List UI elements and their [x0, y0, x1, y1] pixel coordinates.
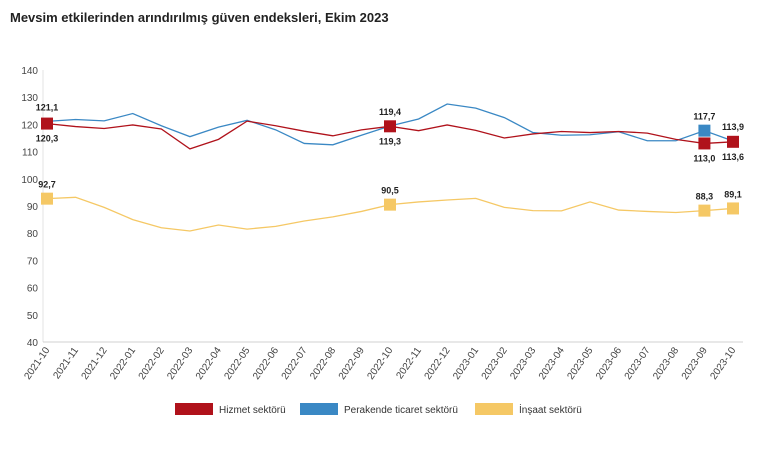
x-tick-label: 2023-06: [594, 345, 624, 382]
legend-swatch: [475, 403, 513, 415]
x-tick-label: 2021-11: [51, 345, 81, 381]
y-tick-label: 120: [21, 120, 38, 131]
data-label: 113,9: [722, 122, 744, 132]
data-label: 119,3: [379, 136, 401, 146]
legend-swatch: [175, 403, 213, 415]
x-tick-label: 2021-10: [22, 345, 52, 382]
data-label: 113,0: [693, 153, 715, 163]
x-tick-label: 2023-01: [451, 345, 481, 382]
y-tick-label: 90: [27, 202, 39, 213]
x-tick-label: 2022-07: [280, 345, 310, 382]
data-label: 113,6: [722, 152, 744, 162]
y-tick-label: 100: [21, 175, 38, 186]
x-tick-label: 2023-10: [708, 345, 738, 382]
data-marker: [727, 135, 739, 148]
legend-label: İnşaat sektörü: [519, 403, 582, 416]
x-tick-label: 2022-08: [308, 345, 338, 382]
x-tick-label: 2023-05: [565, 345, 595, 382]
legend-label: Perakende ticaret sektörü: [344, 405, 458, 416]
y-tick-label: 50: [27, 311, 39, 322]
x-tick-label: 2022-06: [251, 345, 281, 382]
data-label: 88,3: [696, 192, 714, 202]
data-label: 119,4: [379, 107, 401, 117]
x-tick-label: 2022-05: [222, 345, 252, 382]
x-tick-label: 2021-12: [80, 345, 110, 382]
data-marker: [41, 117, 53, 130]
y-tick-label: 140: [21, 66, 38, 77]
y-tick-label: 70: [27, 256, 39, 267]
x-tick-label: 2023-04: [537, 345, 567, 382]
x-tick-label: 2022-10: [365, 345, 395, 382]
x-tick-label: 2022-04: [194, 345, 224, 382]
data-marker: [41, 192, 53, 205]
y-tick-label: 60: [27, 284, 39, 295]
x-tick-label: 2022-11: [394, 345, 424, 381]
legend-label: Hizmet sektörü: [219, 405, 286, 416]
data-label: 117,7: [693, 112, 715, 122]
x-tick-label: 2022-09: [337, 345, 367, 382]
x-tick-label: 2022-03: [165, 345, 195, 382]
x-tick-label: 2023-09: [680, 345, 710, 382]
x-tick-label: 2023-03: [508, 345, 538, 382]
data-label: 120,3: [36, 134, 59, 144]
x-tick-label: 2023-02: [480, 345, 510, 382]
data-label: 92,7: [38, 180, 56, 190]
x-tick-label: 2022-01: [108, 345, 138, 382]
data-marker: [698, 137, 711, 150]
x-tick-label: 2023-08: [651, 345, 681, 382]
data-label: 90,5: [381, 186, 399, 196]
data-marker: [384, 120, 396, 133]
y-tick-label: 130: [21, 93, 38, 104]
y-tick-label: 40: [27, 338, 39, 349]
data-label: 89,1: [724, 189, 742, 199]
chart-title: Mevsim etkilerinden arındırılmış güven e…: [10, 10, 389, 25]
x-tick-label: 2022-12: [423, 345, 453, 382]
data-marker: [698, 124, 711, 137]
y-tick-label: 110: [22, 148, 38, 159]
data-marker: [698, 204, 711, 217]
data-label: 121,1: [36, 102, 59, 112]
x-tick-label: 2023-07: [623, 345, 653, 382]
x-tick-label: 2022-02: [137, 345, 167, 382]
data-marker: [384, 198, 396, 211]
legend-swatch: [300, 403, 338, 415]
data-marker: [727, 202, 739, 215]
y-tick-label: 80: [27, 229, 39, 240]
